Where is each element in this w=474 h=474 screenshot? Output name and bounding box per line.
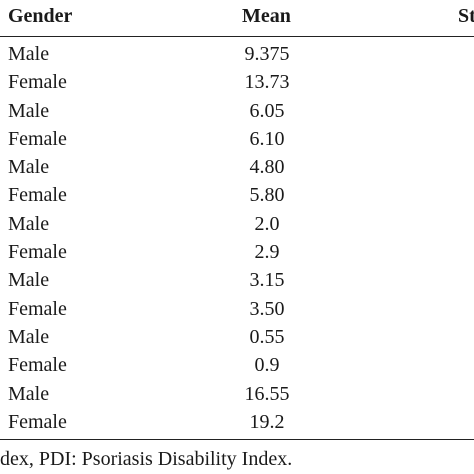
mean-cell: 13.73: [244, 71, 290, 94]
gender-cell: Female: [8, 297, 67, 320]
gender-cell: Female: [8, 241, 67, 264]
table-body: Male 9.375 Female 13.73 Male 6.05 Female…: [0, 40, 474, 436]
mean-cell: 3.15: [249, 269, 285, 292]
mean-cell: 5.80: [249, 184, 285, 207]
mean-cell: 4.80: [249, 156, 285, 179]
gender-cell: Female: [8, 184, 67, 207]
header-gender: Gender: [8, 5, 73, 27]
gender-cell: Female: [8, 127, 67, 150]
table-row: Female 19.2: [0, 408, 474, 436]
gender-cell: Female: [8, 71, 67, 94]
table-bottom-rule: [0, 439, 474, 440]
table-row: Male 2.0: [0, 210, 474, 238]
table-row: Male 6.05: [0, 97, 474, 125]
data-table: Gender Mean St Male 9.375 Female 13.73 M…: [0, 0, 474, 440]
table-header-row: Gender Mean St: [0, 0, 474, 38]
table-footnote: dex, PDI: Psoriasis Disability Index.: [0, 448, 293, 470]
mean-cell: 6.10: [249, 127, 285, 150]
table-row: Female 0.9: [0, 351, 474, 379]
gender-cell: Male: [8, 156, 50, 179]
gender-cell: Female: [8, 410, 67, 433]
table-row: Female 3.50: [0, 295, 474, 323]
header-partial-column: St: [458, 5, 474, 27]
mean-cell: 3.50: [249, 297, 285, 320]
mean-cell: 0.9: [254, 354, 280, 377]
mean-cell: 2.0: [254, 212, 280, 235]
gender-cell: Female: [8, 354, 67, 377]
table-row: Female 13.73: [0, 68, 474, 96]
table-row: Male 9.375: [0, 40, 474, 68]
header-rule: [0, 36, 474, 37]
mean-cell: 6.05: [249, 99, 285, 122]
table-row: Male 3.15: [0, 266, 474, 294]
gender-cell: Male: [8, 99, 50, 122]
gender-cell: Male: [8, 382, 50, 405]
table-row: Female 2.9: [0, 238, 474, 266]
gender-cell: Male: [8, 269, 50, 292]
mean-cell: 19.2: [249, 410, 285, 433]
header-mean: Mean: [242, 5, 291, 27]
gender-cell: Male: [8, 43, 50, 65]
mean-cell: 0.55: [249, 325, 285, 348]
mean-cell: 9.375: [244, 43, 290, 65]
gender-cell: Male: [8, 212, 50, 235]
mean-cell: 16.55: [244, 382, 290, 405]
table-row: Male 4.80: [0, 153, 474, 181]
table-row: Male 16.55: [0, 380, 474, 408]
table-row: Female 6.10: [0, 125, 474, 153]
gender-cell: Male: [8, 325, 50, 348]
table-row: Female 5.80: [0, 181, 474, 209]
mean-cell: 2.9: [254, 241, 280, 264]
table-row: Male 0.55: [0, 323, 474, 351]
